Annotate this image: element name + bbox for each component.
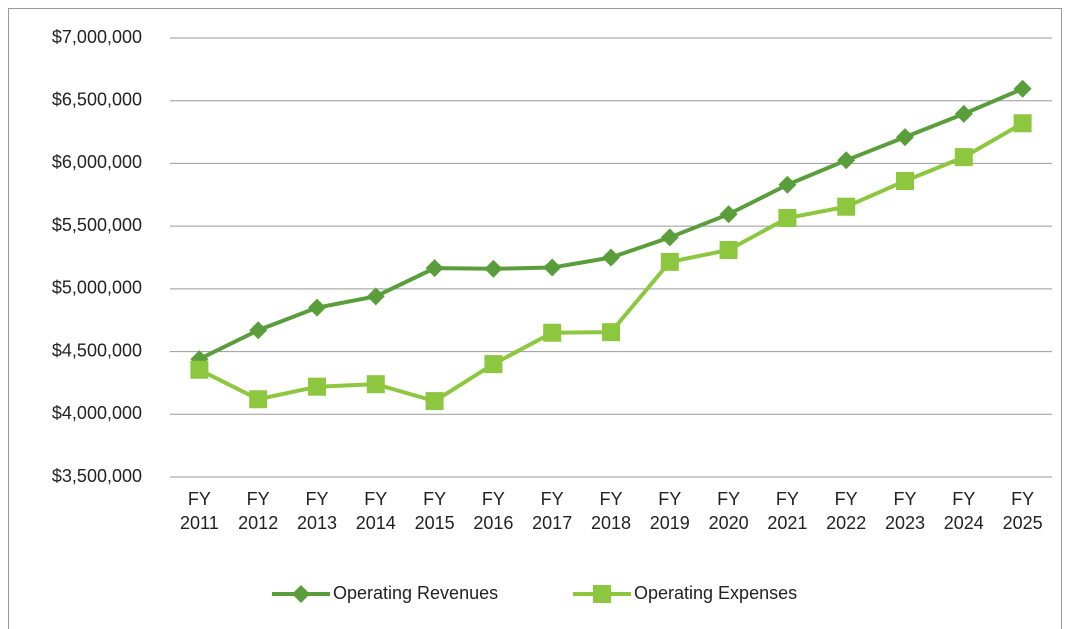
marker [896, 171, 914, 190]
marker [1013, 79, 1032, 98]
x-tick-label: FY 2021 [767, 489, 808, 533]
marker [484, 355, 503, 374]
chart-border [8, 8, 1062, 629]
x-tick-label: FY 2013 [296, 489, 338, 533]
x-tick-label: FY 2011 [180, 489, 219, 533]
marker [484, 259, 503, 278]
marker [719, 240, 738, 259]
marker [837, 197, 856, 216]
marker [425, 392, 444, 411]
x-tick-label: FY 2022 [826, 489, 867, 533]
marker [896, 128, 914, 147]
x-tick-label: FY 2017 [532, 489, 573, 533]
marker [249, 390, 268, 409]
marker [602, 323, 620, 342]
marker [366, 375, 385, 394]
x-tick-label: FY 2016 [473, 489, 514, 533]
y-tick-label: $7,000,000 [52, 27, 142, 47]
marker [292, 585, 310, 603]
marker [602, 248, 620, 267]
marker [308, 298, 326, 317]
legend-label: Operating Expenses [634, 583, 797, 603]
marker [366, 287, 385, 306]
y-tick-label: $5,500,000 [52, 215, 142, 235]
x-tick-label: FY 2023 [884, 489, 926, 533]
marker [660, 228, 679, 247]
marker [249, 321, 268, 340]
y-tick-label: $3,500,000 [52, 466, 142, 486]
x-tick-label: FY 2025 [1002, 489, 1043, 533]
marker [593, 585, 611, 603]
marker [543, 323, 562, 342]
marker [190, 360, 209, 379]
marker [425, 259, 444, 278]
marker [719, 205, 738, 224]
y-tick-label: $4,000,000 [52, 403, 142, 423]
y-tick-label: $6,000,000 [52, 152, 142, 172]
marker [778, 208, 797, 227]
x-tick-label: FY 2019 [649, 489, 690, 533]
marker [778, 175, 797, 194]
legend-label: Operating Revenues [333, 583, 498, 603]
marker [660, 252, 679, 271]
series-line [198, 86, 1024, 361]
x-tick-label: FY 2015 [414, 489, 455, 533]
x-tick-label: FY 2012 [238, 489, 279, 533]
y-tick-label: $6,500,000 [52, 89, 142, 109]
x-tick-label: FY 2014 [355, 489, 396, 533]
marker [308, 377, 326, 396]
x-tick-label: FY 2024 [943, 489, 984, 533]
x-tick-label: FY 2018 [590, 489, 632, 533]
marker [954, 104, 973, 123]
marker [837, 151, 856, 170]
marker [1013, 114, 1032, 133]
marker [543, 258, 562, 277]
marker [954, 148, 973, 167]
x-tick-label: FY 2020 [708, 489, 749, 533]
y-tick-label: $5,000,000 [52, 278, 142, 298]
y-tick-label: $4,500,000 [52, 340, 142, 360]
